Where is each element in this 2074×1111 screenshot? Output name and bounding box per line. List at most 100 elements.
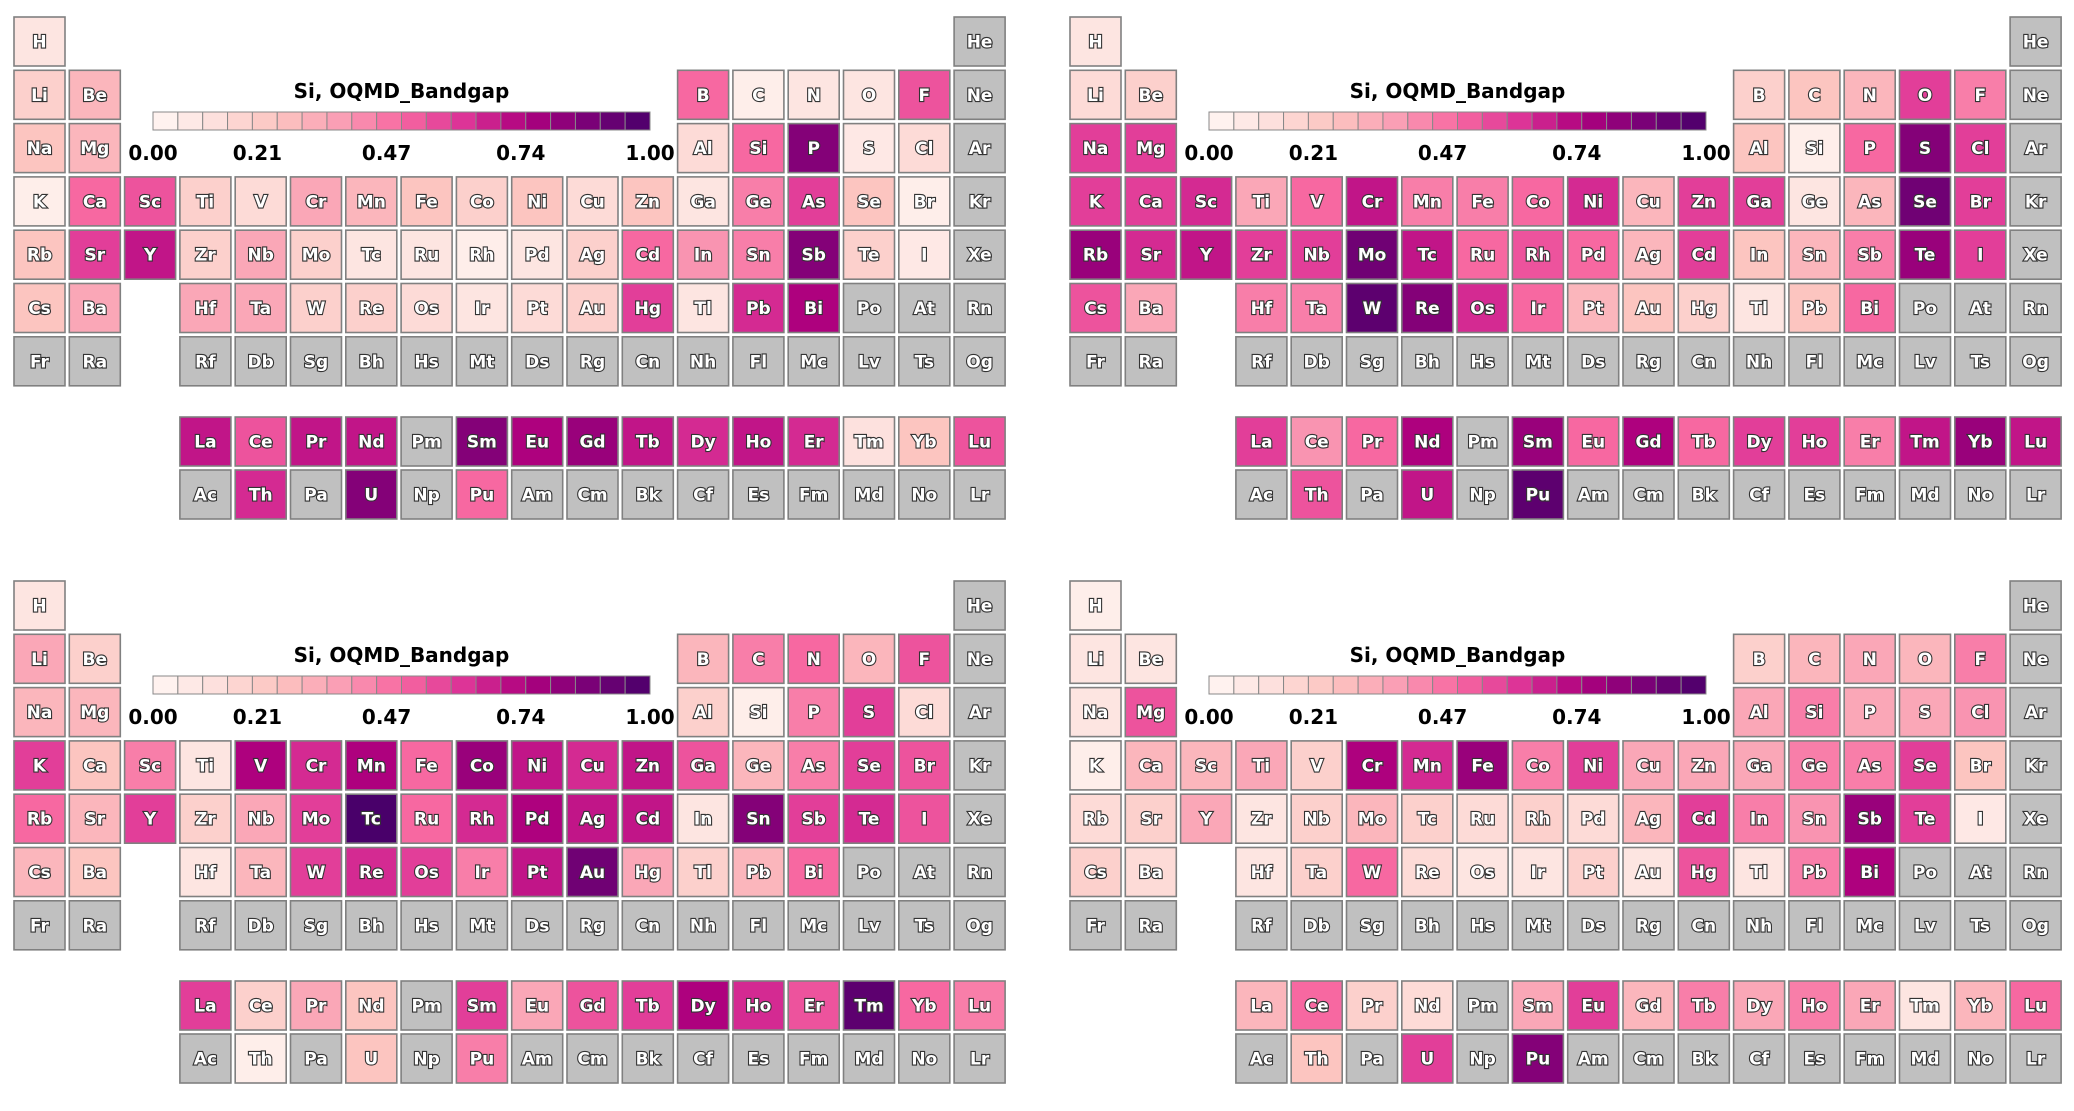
element-symbol: Li bbox=[1087, 650, 1104, 670]
element-symbol: Og bbox=[2022, 352, 2049, 372]
element-symbol: Po bbox=[1913, 863, 1937, 883]
element-symbol: Db bbox=[248, 352, 274, 372]
colorbar-tick-label: 0.74 bbox=[496, 705, 545, 729]
element-symbol: Np bbox=[1469, 1050, 1495, 1070]
element-cell-Rn: Rn bbox=[953, 282, 1006, 334]
element-tile bbox=[1069, 282, 1122, 334]
element-tile bbox=[68, 793, 122, 844]
colorbar-title: Si, OQMD_Bandgap bbox=[1350, 643, 1566, 667]
element-symbol: Ti bbox=[1253, 192, 1270, 212]
element-symbol: Er bbox=[1860, 997, 1881, 1017]
element-cell-Os: Os bbox=[400, 846, 453, 898]
element-cell-Rb: Rb bbox=[1069, 793, 1122, 844]
colorbar-segment bbox=[1481, 111, 1508, 131]
element-cell-Gd: Gd bbox=[1622, 980, 1675, 1031]
element-cell-Eu: Eu bbox=[510, 980, 564, 1031]
element-symbol: Rh bbox=[469, 246, 494, 266]
colorbar-segment bbox=[1332, 675, 1359, 695]
element-symbol: Er bbox=[804, 997, 825, 1017]
element-tile bbox=[1345, 980, 1399, 1031]
element-tile bbox=[1622, 176, 1675, 227]
element-symbol: Am bbox=[522, 486, 553, 506]
element-symbol: W bbox=[307, 299, 326, 319]
element-symbol: Ga bbox=[1746, 192, 1771, 212]
element-symbol: In bbox=[694, 246, 712, 266]
element-symbol: Bk bbox=[1692, 486, 1717, 506]
element-tile bbox=[1069, 229, 1122, 280]
element-symbol: Sg bbox=[1360, 352, 1384, 372]
element-tile bbox=[566, 335, 619, 387]
element-cell-Pb: Pb bbox=[1788, 282, 1841, 334]
colorbar-tick-label: 0.21 bbox=[233, 141, 282, 165]
element-symbol: Xe bbox=[2024, 810, 2048, 830]
element-cell-Pa: Pa bbox=[1345, 1033, 1399, 1084]
element-cell-Ta: Ta bbox=[1290, 282, 1343, 334]
element-cell-U: U bbox=[1400, 1033, 1454, 1084]
element-symbol: Co bbox=[470, 756, 494, 776]
element-tile bbox=[732, 740, 785, 791]
element-cell-Yb: Yb bbox=[897, 980, 951, 1031]
element-symbol: Tc bbox=[1418, 810, 1437, 830]
colorbar-segment bbox=[1258, 111, 1285, 131]
element-tile bbox=[68, 633, 122, 685]
element-tile bbox=[566, 282, 619, 334]
element-symbol: Rh bbox=[1525, 246, 1550, 266]
element-cell-O: O bbox=[1898, 69, 1952, 121]
element-symbol: Sn bbox=[1802, 810, 1826, 830]
element-symbol: Mc bbox=[800, 352, 827, 372]
element-symbol: Zr bbox=[195, 246, 216, 266]
element-symbol: Cd bbox=[1691, 246, 1716, 266]
element-cell-Gd: Gd bbox=[566, 416, 619, 467]
element-tile bbox=[1898, 740, 1952, 791]
colorbar-tick-label: 0.74 bbox=[1552, 705, 1601, 729]
element-tile bbox=[732, 469, 785, 520]
element-symbol: F bbox=[918, 86, 930, 106]
element-cell-Md: Md bbox=[1898, 469, 1952, 520]
element-symbol: Ru bbox=[414, 810, 439, 830]
element-symbol: Pt bbox=[1583, 863, 1604, 883]
element-cell-Fm: Fm bbox=[787, 1033, 841, 1084]
element-symbol: Ac bbox=[1250, 486, 1273, 506]
element-cell-I: I bbox=[897, 793, 951, 844]
element-cell-Er: Er bbox=[787, 416, 841, 467]
element-symbol: No bbox=[1967, 486, 1993, 506]
element-symbol: P bbox=[1863, 139, 1875, 159]
element-symbol: Pa bbox=[1360, 1050, 1383, 1070]
element-symbol: Lu bbox=[2024, 433, 2047, 453]
element-tile bbox=[1235, 335, 1288, 387]
element-tile bbox=[842, 793, 896, 844]
element-tile bbox=[1732, 282, 1786, 334]
element-cell-Ho: Ho bbox=[1788, 416, 1841, 467]
element-cell-Cd: Cd bbox=[621, 229, 675, 280]
element-symbol: V bbox=[254, 756, 268, 776]
element-cell-Fm: Fm bbox=[1843, 469, 1897, 520]
element-cell-Cs: Cs bbox=[13, 282, 66, 334]
element-cell-Dy: Dy bbox=[676, 416, 730, 467]
element-cell-Ti: Ti bbox=[179, 176, 232, 227]
element-symbol: Ba bbox=[83, 299, 107, 319]
element-cell-B: B bbox=[1732, 69, 1786, 121]
element-tile bbox=[179, 416, 232, 467]
element-symbol: Cn bbox=[636, 916, 661, 936]
element-symbol: Th bbox=[249, 1050, 273, 1070]
element-cell-Eu: Eu bbox=[1566, 980, 1620, 1031]
element-cell-Ac: Ac bbox=[1235, 469, 1288, 520]
element-tile bbox=[621, 1033, 675, 1084]
element-tile bbox=[1124, 69, 1178, 121]
element-tile bbox=[1953, 335, 2007, 387]
element-tile bbox=[1345, 793, 1399, 844]
element-symbol: F bbox=[918, 650, 930, 670]
element-cell-Re: Re bbox=[344, 282, 398, 334]
element-tile bbox=[234, 1033, 287, 1084]
element-cell-P: P bbox=[1843, 686, 1897, 738]
element-symbol: Au bbox=[580, 299, 605, 319]
element-symbol: Nd bbox=[1414, 433, 1440, 453]
element-symbol: Cr bbox=[1362, 192, 1383, 212]
element-tile bbox=[1235, 846, 1288, 898]
element-tile bbox=[179, 1033, 232, 1084]
element-cell-As: As bbox=[1843, 740, 1897, 791]
element-tile bbox=[1953, 176, 2007, 227]
element-cell-Xe: Xe bbox=[2009, 229, 2062, 280]
element-tile bbox=[1788, 176, 1841, 227]
element-cell-Lv: Lv bbox=[1898, 335, 1952, 387]
